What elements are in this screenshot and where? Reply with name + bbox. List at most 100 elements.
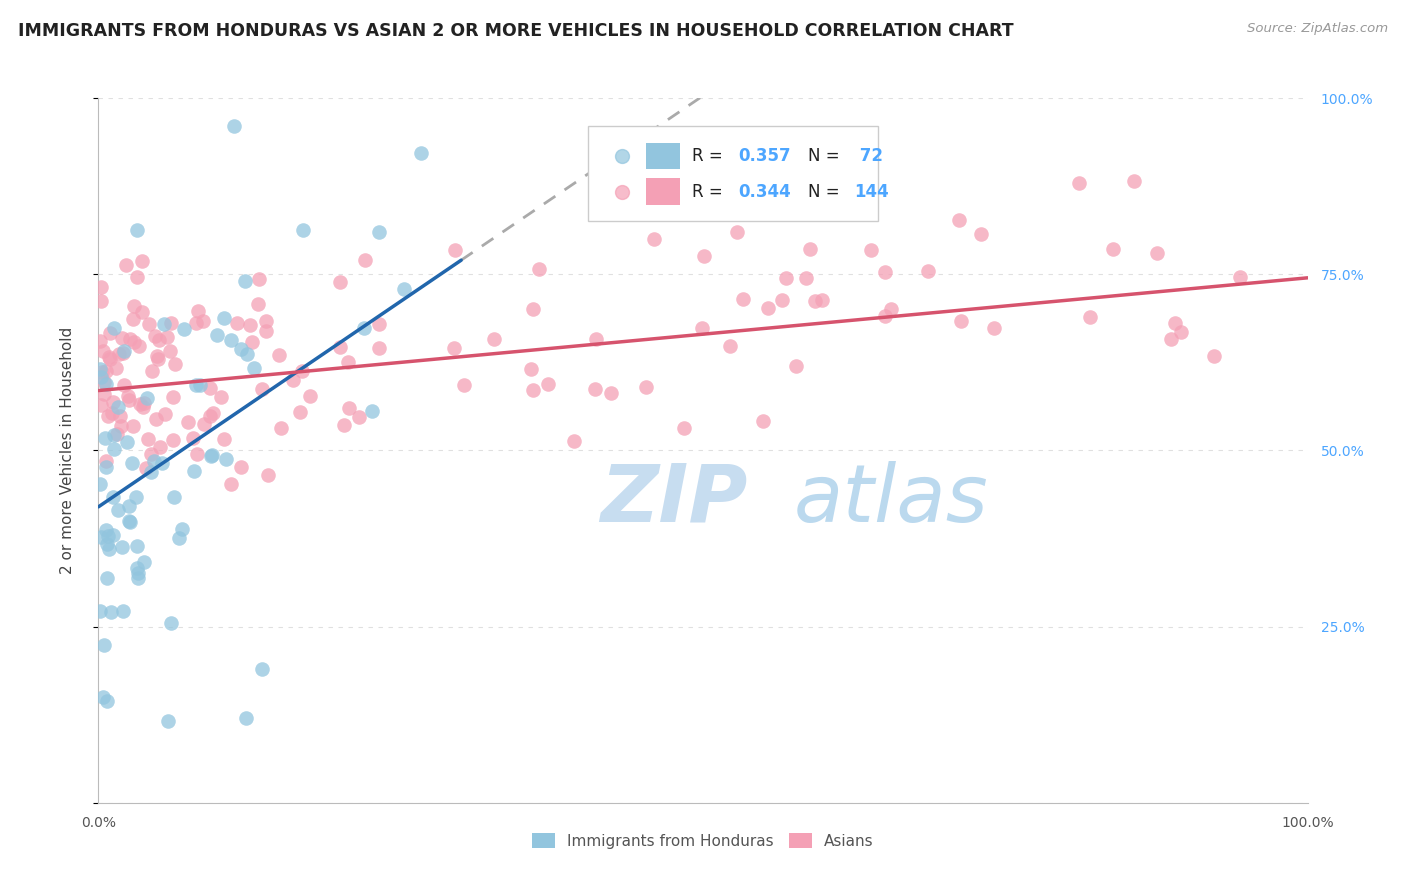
Point — [368, 341, 391, 355]
Point — [522, 301, 544, 316]
Point — [96, 460, 118, 475]
Point — [693, 249, 716, 263]
Point — [1101, 242, 1123, 256]
Text: Source: ZipAtlas.com: Source: ZipAtlas.com — [1247, 22, 1388, 36]
Point — [163, 490, 186, 504]
Point — [91, 365, 114, 379]
Point — [198, 381, 221, 395]
Point — [536, 376, 558, 391]
Text: IMMIGRANTS FROM HONDURAS VS ASIAN 2 OR MORE VEHICLES IN HOUSEHOLD CORRELATION CH: IMMIGRANTS FROM HONDURAS VS ASIAN 2 OR M… — [18, 22, 1014, 40]
Point — [411, 145, 433, 160]
Point — [101, 490, 124, 504]
Point — [562, 434, 585, 449]
Point — [93, 387, 115, 401]
Point — [135, 460, 157, 475]
Point — [254, 314, 277, 328]
Point — [222, 120, 245, 134]
Point — [103, 442, 125, 457]
Point — [187, 303, 209, 318]
Point — [111, 604, 134, 618]
Point — [246, 296, 269, 310]
Point — [1164, 316, 1187, 330]
Point — [145, 411, 167, 425]
Point — [97, 409, 120, 423]
Point — [219, 334, 242, 348]
Text: 0.357: 0.357 — [738, 147, 790, 165]
Point — [108, 347, 131, 361]
Point — [172, 522, 194, 536]
Point — [128, 339, 150, 353]
Point — [139, 447, 162, 461]
Point — [1067, 177, 1090, 191]
Point — [803, 293, 825, 308]
Point — [215, 452, 238, 467]
Point — [270, 421, 292, 435]
Point — [90, 280, 112, 294]
Point — [1078, 310, 1101, 325]
Point — [860, 243, 883, 257]
Point — [235, 711, 257, 725]
Point — [636, 380, 658, 394]
Point — [138, 432, 160, 446]
Point — [96, 536, 118, 550]
Point — [242, 360, 264, 375]
Point — [117, 389, 139, 403]
Point — [368, 225, 391, 239]
Point — [235, 347, 257, 361]
Point — [337, 401, 360, 415]
Point — [111, 541, 134, 555]
Point — [96, 693, 118, 707]
Point — [162, 433, 184, 447]
Point — [107, 502, 129, 516]
Point — [1170, 326, 1192, 340]
Point — [103, 395, 125, 409]
FancyBboxPatch shape — [647, 143, 681, 169]
Point — [599, 386, 621, 401]
Point — [229, 460, 252, 475]
Point — [202, 406, 225, 420]
Y-axis label: 2 or more Vehicles in Household: 2 or more Vehicles in Household — [60, 326, 75, 574]
Point — [93, 638, 115, 652]
Point — [114, 378, 136, 392]
Point — [205, 328, 228, 343]
Point — [225, 316, 247, 330]
Point — [155, 407, 177, 421]
Point — [254, 324, 277, 338]
Point — [94, 524, 117, 538]
Point — [269, 348, 291, 362]
Point — [131, 253, 153, 268]
Point — [89, 362, 111, 376]
Point — [718, 339, 741, 353]
Point — [239, 318, 262, 333]
Point — [337, 355, 360, 369]
Point — [162, 390, 184, 404]
Point — [143, 454, 166, 468]
Point — [152, 317, 174, 331]
Point — [165, 357, 187, 371]
Point — [198, 409, 221, 423]
Point — [212, 432, 235, 446]
Point — [527, 261, 550, 276]
Point — [875, 310, 897, 324]
Point — [281, 373, 304, 387]
Point — [160, 316, 183, 330]
Text: R =: R = — [692, 147, 728, 165]
Point — [193, 417, 215, 431]
Point — [756, 301, 779, 315]
Point — [94, 377, 117, 392]
Point — [299, 389, 322, 403]
Text: 72: 72 — [855, 147, 883, 165]
Point — [361, 404, 384, 418]
Point — [522, 383, 544, 397]
Point — [118, 392, 141, 407]
Point — [125, 491, 148, 505]
Point — [122, 335, 145, 350]
Point — [247, 272, 270, 286]
Text: atlas: atlas — [793, 461, 988, 539]
Point — [751, 414, 773, 428]
Point — [948, 213, 970, 227]
Point — [235, 274, 257, 288]
Point — [97, 541, 120, 556]
Point — [107, 400, 129, 414]
Point — [585, 332, 607, 346]
